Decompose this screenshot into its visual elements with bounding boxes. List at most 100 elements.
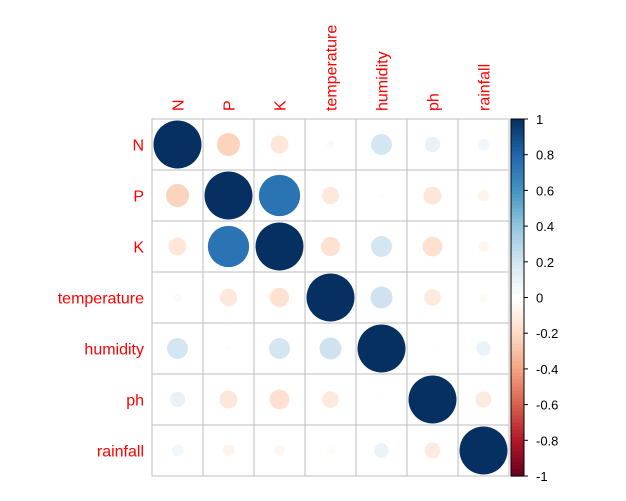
row-label: N bbox=[132, 138, 144, 155]
corr-circle-humidity-humidity bbox=[357, 324, 406, 373]
colorbar-segment bbox=[511, 472, 524, 477]
colorbar-segment bbox=[511, 179, 524, 184]
colorbar-segment bbox=[511, 247, 524, 252]
colorbar-segment bbox=[511, 365, 524, 370]
corr-circle-rainfall-K bbox=[274, 445, 285, 456]
colorbar-segment bbox=[511, 168, 524, 174]
colorbar-segment bbox=[511, 297, 524, 302]
colorbar-segment bbox=[511, 243, 524, 249]
colorbar-segment bbox=[511, 211, 524, 216]
colorbar-segment bbox=[511, 133, 524, 138]
colorbar-segment bbox=[511, 279, 524, 284]
corr-circle-temperature-temperature bbox=[306, 273, 355, 322]
corr-circle-ph-N bbox=[169, 391, 186, 408]
colorbar-segment bbox=[511, 290, 524, 295]
colorbar-segment bbox=[511, 151, 524, 156]
corr-circle-N-N bbox=[153, 120, 202, 169]
corr-circle-ph-ph bbox=[408, 375, 457, 424]
colorbar-segment bbox=[511, 383, 524, 388]
colorbar-segment bbox=[511, 218, 524, 224]
colorbar-segment bbox=[511, 172, 524, 177]
corr-circle-rainfall-humidity bbox=[374, 443, 389, 458]
colorbar-segment bbox=[511, 315, 524, 320]
corr-circle-P-ph bbox=[423, 186, 442, 205]
colorbar-segment bbox=[511, 215, 524, 220]
colorbar-segment bbox=[511, 154, 524, 159]
colorbar-segment bbox=[511, 129, 524, 134]
colorbar-segment bbox=[511, 311, 524, 316]
colorbar-segment bbox=[511, 468, 524, 474]
corr-circle-P-humidity bbox=[379, 193, 384, 198]
colorbar-segment bbox=[511, 251, 524, 256]
colorbar-segment bbox=[511, 390, 524, 395]
colorbar-segment bbox=[511, 411, 524, 416]
colorbar-segment bbox=[511, 379, 524, 384]
colorbar-segment bbox=[511, 404, 524, 409]
colorbar-segment bbox=[511, 343, 524, 349]
colorbar-segment bbox=[511, 451, 524, 456]
corr-circle-ph-temperature bbox=[322, 391, 339, 408]
colorbar-segment bbox=[511, 308, 524, 313]
corr-circle-N-K bbox=[270, 135, 289, 154]
corr-circle-P-N bbox=[165, 183, 190, 208]
colorbar-segment bbox=[511, 447, 524, 452]
corr-circle-K-K bbox=[255, 222, 304, 271]
colorbar-segment bbox=[511, 361, 524, 366]
colorbar-segment bbox=[511, 443, 524, 449]
colorbar-tick-label: -1 bbox=[536, 469, 548, 484]
corr-circle-temperature-K bbox=[269, 287, 290, 308]
colorbar-segment bbox=[511, 286, 524, 291]
colorbar-segment bbox=[511, 354, 524, 359]
corr-circle-humidity-K bbox=[269, 338, 290, 359]
colorbar-segment bbox=[511, 143, 524, 149]
colorbar-segment bbox=[511, 340, 524, 345]
colorbar-segment bbox=[511, 236, 524, 241]
colorbar-segment bbox=[511, 426, 524, 431]
row-label: ph bbox=[126, 393, 144, 410]
corr-circle-temperature-N bbox=[173, 293, 182, 302]
colorbar-segment bbox=[511, 376, 524, 381]
colorbar-tick-label: -0.6 bbox=[536, 398, 558, 413]
colorbar-segment bbox=[511, 268, 524, 274]
colorbar-segment bbox=[511, 415, 524, 420]
colorbar-segment bbox=[511, 165, 524, 170]
corr-circle-P-P bbox=[204, 171, 253, 220]
colorbar-segment bbox=[511, 440, 524, 445]
corr-circle-temperature-P bbox=[219, 288, 238, 307]
colorbar-segment bbox=[511, 197, 524, 202]
colorbar-segment bbox=[511, 126, 524, 131]
corr-circle-temperature-rainfall bbox=[479, 293, 488, 302]
corr-circle-P-rainfall bbox=[477, 189, 490, 202]
corr-circle-K-temperature bbox=[320, 236, 341, 257]
corr-circle-ph-rainfall bbox=[475, 391, 492, 408]
colorbar-segment bbox=[511, 301, 524, 306]
colorbar-segment bbox=[511, 358, 524, 363]
column-label: rainfall bbox=[477, 64, 494, 111]
grid-cell bbox=[457, 424, 510, 477]
corr-circle-humidity-P bbox=[226, 346, 231, 351]
colorbar-segment bbox=[511, 265, 524, 270]
colorbar-tick-label: -0.4 bbox=[536, 362, 558, 377]
colorbar-segment bbox=[511, 136, 524, 142]
corr-circle-temperature-humidity bbox=[370, 286, 393, 309]
colorbar-segment bbox=[511, 254, 524, 259]
colorbar-segment bbox=[511, 433, 524, 438]
colorbar-segment bbox=[511, 147, 524, 152]
corr-circle-humidity-temperature bbox=[319, 337, 342, 360]
colorbar-segment bbox=[511, 329, 524, 334]
colorbar-tick-label: 1 bbox=[536, 112, 543, 127]
colorbar-segment bbox=[511, 190, 524, 195]
grid-layer bbox=[151, 118, 510, 477]
colorbar-segment bbox=[511, 158, 524, 163]
colorbar-segment bbox=[511, 318, 524, 324]
colorbar-segment bbox=[511, 461, 524, 466]
colorbar-segment bbox=[511, 240, 524, 245]
column-label: N bbox=[171, 99, 188, 111]
colorbar-segment bbox=[511, 393, 524, 399]
colorbar-segment bbox=[511, 201, 524, 206]
colorbar-segment bbox=[511, 418, 524, 424]
colorbar-segment bbox=[511, 261, 524, 266]
